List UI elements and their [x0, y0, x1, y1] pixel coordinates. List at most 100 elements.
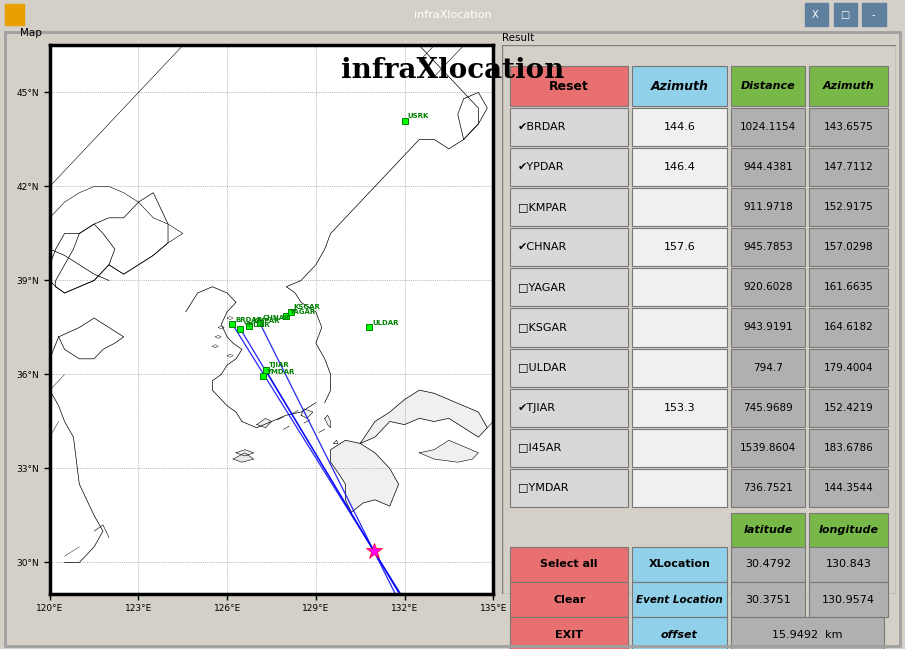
Bar [730, 269, 805, 306]
Text: Distance: Distance [740, 81, 795, 92]
Text: BRDAR: BRDAR [235, 317, 262, 323]
Text: 161.6635: 161.6635 [824, 282, 873, 293]
Bar [510, 389, 628, 426]
Text: Result: Result [502, 34, 535, 43]
Text: 144.3544: 144.3544 [824, 483, 873, 493]
Text: □KMPAR: □KMPAR [518, 202, 567, 212]
Bar [730, 228, 805, 267]
Text: 144.6: 144.6 [663, 122, 695, 132]
Bar [510, 66, 628, 106]
Bar [730, 513, 805, 546]
Bar [510, 108, 628, 146]
Bar [809, 513, 888, 546]
Text: 920.6028: 920.6028 [743, 282, 793, 293]
Bar [633, 389, 727, 426]
Bar [730, 428, 805, 467]
Bar [730, 389, 805, 426]
Bar [633, 617, 727, 649]
Text: YAGAR: YAGAR [290, 309, 316, 315]
Bar [730, 546, 805, 582]
Bar [809, 269, 888, 306]
Bar [730, 617, 884, 649]
Text: YPDAR: YPDAR [243, 321, 270, 328]
Polygon shape [257, 419, 272, 428]
Text: KSGAR: KSGAR [294, 304, 320, 310]
Text: 143.6575: 143.6575 [824, 122, 873, 132]
Text: 945.7853: 945.7853 [743, 243, 793, 252]
Bar [633, 149, 727, 186]
Text: USRK: USRK [407, 113, 429, 119]
Text: EXIT: EXIT [555, 630, 583, 640]
Text: 183.6786: 183.6786 [824, 443, 873, 452]
Bar [809, 582, 888, 617]
Text: 152.4219: 152.4219 [824, 402, 873, 413]
Bar [809, 469, 888, 507]
Bar [633, 108, 727, 146]
Bar [834, 3, 857, 26]
Text: 745.9689: 745.9689 [743, 402, 793, 413]
Text: X: X [812, 10, 819, 19]
Bar [510, 149, 628, 186]
Text: ULDAR: ULDAR [372, 320, 398, 326]
Bar [510, 308, 628, 347]
Text: □KSGAR: □KSGAR [518, 323, 567, 332]
Bar [510, 469, 628, 507]
Text: 164.6182: 164.6182 [824, 323, 873, 332]
Bar [862, 3, 886, 26]
Text: 179.4004: 179.4004 [824, 363, 873, 373]
Text: □YAGAR: □YAGAR [518, 282, 566, 293]
Bar [510, 188, 628, 227]
Bar [633, 66, 727, 106]
Bar [809, 108, 888, 146]
Text: Azimuth: Azimuth [823, 81, 874, 92]
Bar [510, 582, 628, 617]
Text: ✔TJIAR: ✔TJIAR [518, 402, 556, 413]
Text: 794.7: 794.7 [753, 363, 783, 373]
Bar [633, 546, 727, 582]
Bar [510, 349, 628, 387]
Text: -: - [872, 10, 875, 19]
Text: 152.9175: 152.9175 [824, 202, 873, 212]
Text: 911.9718: 911.9718 [743, 202, 793, 212]
Text: 1024.1154: 1024.1154 [740, 122, 796, 132]
Bar [510, 617, 628, 649]
Text: XLocation: XLocation [649, 559, 710, 569]
Bar [730, 188, 805, 227]
Text: Map: Map [20, 28, 42, 38]
Bar [633, 469, 727, 507]
Text: 1539.8604: 1539.8604 [740, 443, 796, 452]
Text: 153.3: 153.3 [663, 402, 695, 413]
Bar [633, 228, 727, 267]
Bar [730, 108, 805, 146]
Bar [730, 308, 805, 347]
Text: 30.4792: 30.4792 [745, 559, 791, 569]
Text: ✔YPDAR: ✔YPDAR [518, 162, 565, 173]
Text: longitude: longitude [819, 524, 879, 535]
Text: 943.9191: 943.9191 [743, 323, 793, 332]
Bar [730, 66, 805, 106]
Text: Event Location: Event Location [636, 594, 723, 604]
Text: TJIAR: TJIAR [269, 362, 290, 368]
Text: infraXlocation: infraXlocation [414, 10, 491, 19]
Text: YMDAR: YMDAR [265, 369, 294, 374]
Text: 157.0298: 157.0298 [824, 243, 873, 252]
Text: latitude: latitude [743, 524, 793, 535]
Bar [809, 308, 888, 347]
Bar [730, 149, 805, 186]
Text: 130.9574: 130.9574 [823, 594, 875, 604]
Text: KMPAR: KMPAR [252, 319, 280, 324]
Bar [633, 188, 727, 227]
Polygon shape [301, 409, 313, 419]
Polygon shape [330, 440, 398, 512]
Bar [809, 188, 888, 227]
Bar [5, 5, 24, 25]
Text: ✔CHNAR: ✔CHNAR [518, 243, 567, 252]
Bar [730, 469, 805, 507]
Text: 30.3751: 30.3751 [745, 594, 791, 604]
Text: Azimuth: Azimuth [651, 80, 709, 93]
Text: 15.9492  km: 15.9492 km [772, 630, 843, 640]
Bar [633, 582, 727, 617]
Bar [730, 349, 805, 387]
Bar [510, 546, 628, 582]
Text: infraXlocation: infraXlocation [341, 57, 564, 84]
